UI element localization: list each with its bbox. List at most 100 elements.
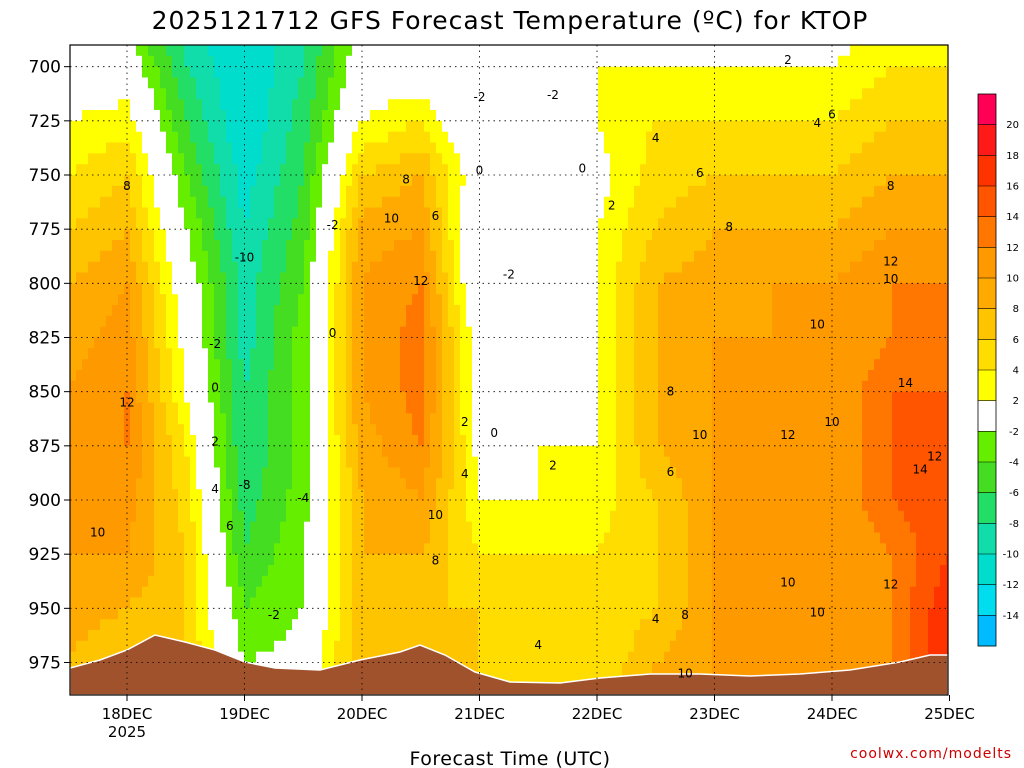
colorbar-swatch (978, 492, 996, 524)
contour-label: 12 (780, 428, 795, 442)
contour-label: 0 (578, 162, 586, 176)
contour-label: 10 (810, 318, 825, 332)
colorbar-swatch (978, 247, 996, 279)
contour-label: 2 (608, 198, 616, 212)
contour-label: 6 (432, 209, 440, 223)
colorbar-tick-label: -2 (1009, 427, 1019, 438)
contour-label: 12 (883, 255, 898, 269)
x-axis: 18DEC 19DEC 20DEC 21DEC 22DEC 23DEC 24DEC 25DEC (102, 695, 975, 723)
colorbar-tick-label: 12 (1006, 243, 1019, 254)
credit-link[interactable]: coolwx.com/modelts (850, 746, 1012, 762)
contour-label: -2 (268, 608, 280, 622)
y-tick-label: 875 (29, 437, 61, 457)
contour-label: 10 (824, 415, 839, 429)
colorbar-swatch (978, 339, 996, 371)
contour-label: 4 (652, 612, 660, 626)
colorbar-swatch (978, 370, 996, 401)
y-tick-label: 725 (29, 112, 61, 132)
x-tick-label: 20DEC (337, 705, 388, 723)
y-tick-label: 975 (29, 654, 61, 674)
colorbar-swatch (978, 216, 996, 248)
x-tick-label: 22DEC (572, 705, 623, 723)
x-year-label: 2025 (108, 723, 146, 741)
contour-label: 10 (810, 606, 825, 620)
contour-label: 10 (780, 575, 795, 589)
contour-label: 6 (667, 465, 675, 479)
colorbar-swatch (978, 186, 996, 217)
y-tick-label: 850 (29, 383, 61, 403)
contour-label: 14 (912, 463, 927, 477)
contour-label: 8 (667, 385, 675, 399)
colorbar-swatch (978, 523, 996, 555)
contour-label: 14 (898, 376, 913, 390)
y-tick-label: 925 (29, 545, 61, 565)
colorbar-legend: 20 18 16 14 12 10 8 6 4 2 -2 -4 -6 -8 -10 -12 -14 (977, 93, 1019, 647)
contour-label: 12 (883, 578, 898, 592)
y-tick-label: 900 (29, 491, 61, 511)
terrain-profile (70, 634, 948, 695)
colorbar-swatch (978, 554, 996, 585)
grid-lines (70, 45, 948, 695)
temperature-field (70, 45, 948, 695)
colorbar-tick-label: 8 (1013, 304, 1019, 315)
x-tick-label: 24DEC (807, 705, 858, 723)
colorbar-tick-label: 16 (1006, 182, 1019, 193)
y-tick-label: 800 (29, 274, 61, 294)
contour-label: 4 (813, 116, 821, 130)
contour-label: 2 (784, 53, 792, 67)
contour-label: 2 (211, 435, 219, 449)
x-tick-label: 19DEC (219, 705, 270, 723)
contour-label: -2 (327, 218, 339, 232)
contour-label: 6 (828, 107, 836, 121)
colorbar-swatch (978, 615, 996, 647)
x-tick-label: 25DEC (924, 705, 975, 723)
contour-label: 8 (402, 172, 410, 186)
colorbar-tick-label: -14 (1003, 611, 1019, 622)
y-tick-label: 950 (29, 599, 61, 619)
contour-label: 4 (652, 131, 660, 145)
contour-label: 0 (476, 164, 484, 178)
contour-label: 8 (123, 179, 131, 193)
contour-label: -4 (297, 491, 309, 505)
colorbar-tick-label: -8 (1009, 519, 1019, 530)
colorbar-swatch (978, 462, 996, 493)
y-tick-label: 775 (29, 220, 61, 240)
contour-label: 8 (725, 220, 733, 234)
colorbar-tick-label: 2 (1013, 396, 1019, 407)
contour-label: 0 (211, 380, 219, 394)
contour-label: 0 (329, 326, 337, 340)
colorbar-tick-label: 14 (1006, 212, 1019, 223)
x-tick-label: 23DEC (689, 705, 740, 723)
colorbar-tick-label: 18 (1006, 151, 1019, 162)
colorbar-tick-label: 10 (1006, 274, 1019, 285)
y-tick-label: 750 (29, 166, 61, 186)
colorbar-swatch (978, 124, 996, 156)
contour-label: 12 (413, 274, 428, 288)
colorbar-swatch (978, 278, 996, 309)
contour-label: 4 (534, 638, 542, 652)
colorbar-swatch (978, 94, 996, 125)
contour-label: -2 (474, 90, 486, 104)
contour-label: 10 (692, 428, 707, 442)
contour-label: -2 (547, 88, 559, 102)
colorbar-tick-label: 6 (1013, 335, 1019, 346)
x-axis-label: Forecast Time (UTC) (410, 748, 611, 768)
contour-label: 8 (681, 608, 689, 622)
plot-frame (69, 44, 949, 696)
contour-label: 10 (384, 211, 399, 225)
contour-label: 4 (211, 482, 219, 496)
colorbar-tick-label: -10 (1003, 550, 1019, 561)
contour-label: -2 (503, 268, 515, 282)
colorbar-tick-label: -12 (1003, 580, 1019, 591)
colorbar-swatch (978, 308, 996, 340)
colorbar-swatch (978, 155, 996, 187)
contour-label: 4 (461, 467, 469, 481)
contour-label: 2 (549, 458, 557, 472)
contour-label: 10 (90, 526, 105, 540)
contour-label: 12 (119, 396, 134, 410)
colorbar-tick-label: -4 (1009, 458, 1019, 469)
y-tick-label: 825 (29, 329, 61, 349)
x-tick-label: 18DEC (102, 705, 153, 723)
